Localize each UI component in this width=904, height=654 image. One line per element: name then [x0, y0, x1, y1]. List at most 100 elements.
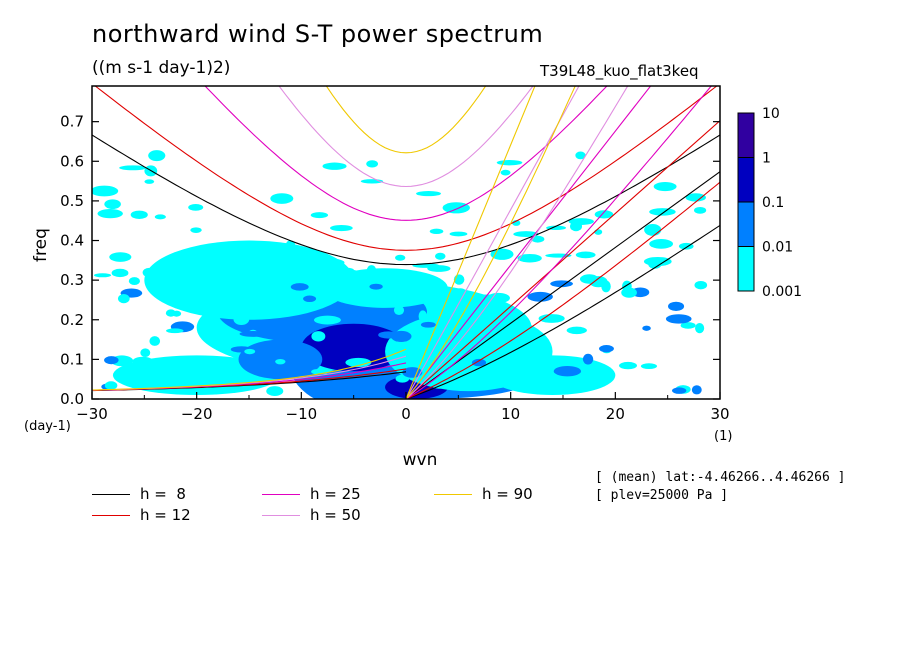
power-speckle	[160, 275, 177, 280]
legend-label: h = 50	[310, 506, 361, 524]
power-speckle	[545, 253, 572, 258]
curve-eastward-branch-h90	[405, 86, 576, 399]
power-speckle	[575, 151, 586, 160]
power-speckle	[132, 356, 154, 366]
power-speckle	[303, 295, 317, 303]
x-tick-label: −10	[286, 405, 318, 423]
colorbar-label: 0.001	[762, 284, 802, 300]
power-speckle	[318, 258, 345, 267]
power-speckle	[416, 191, 441, 197]
legend-label: h = 25	[310, 485, 361, 503]
curve-kelvin-h50	[405, 86, 580, 399]
power-speckle	[285, 240, 296, 250]
curve-kelvin-h8	[405, 171, 720, 399]
power-region-9	[489, 355, 616, 396]
power-speckle	[393, 305, 405, 316]
legend-swatch	[92, 494, 130, 495]
power-speckle	[694, 280, 708, 290]
curve-kelvin-h12	[405, 120, 720, 399]
power-speckle	[513, 231, 539, 238]
power-speckle	[653, 181, 677, 192]
curve-inertia-gravity-h50	[278, 86, 534, 188]
legend-swatch	[434, 494, 472, 495]
power-speckle	[640, 363, 658, 370]
y-axis-label: freq	[31, 228, 51, 262]
legend-item-h90: h = 90	[434, 485, 533, 503]
curve-eastward-branch-h12	[405, 181, 720, 399]
power-speckle	[575, 251, 596, 259]
power-speckle	[312, 275, 341, 285]
curve-kelvin-h90	[405, 86, 536, 399]
curve-inertia-gravity-h25	[204, 86, 608, 221]
power-speckle	[395, 374, 410, 383]
power-speckle	[566, 326, 587, 335]
power-speckle	[266, 386, 284, 396]
power-speckle	[695, 323, 705, 334]
power-speckle	[154, 214, 166, 220]
power-speckle	[644, 224, 662, 236]
power-speckle	[140, 348, 151, 358]
power-speckle	[500, 169, 511, 176]
power-speckle	[395, 254, 406, 261]
power-speckle	[345, 357, 372, 368]
power-speckle	[649, 239, 674, 249]
power-speckle	[311, 369, 322, 375]
power-speckle	[685, 193, 706, 202]
power-speckle	[104, 381, 118, 390]
power-speckle	[211, 314, 220, 324]
legend-label: h = 8	[140, 485, 186, 503]
power-speckle	[117, 293, 130, 304]
power-speckle	[104, 356, 119, 365]
power-speckle	[97, 209, 123, 219]
legend-swatch	[262, 494, 300, 495]
legend-item-h50: h = 50	[262, 506, 361, 524]
power-speckle	[442, 202, 470, 214]
power-speckle	[668, 301, 685, 311]
power-speckle	[672, 387, 687, 394]
power-speckle	[233, 313, 250, 326]
power-speckle	[190, 227, 202, 233]
power-speckle	[369, 283, 383, 290]
y-tick-label: 0.5	[60, 192, 84, 210]
power-speckle	[453, 288, 468, 299]
power-speckle	[119, 165, 147, 171]
curve-kelvin-h25	[405, 86, 652, 399]
x-axis-label: wvn	[403, 450, 438, 470]
power-speckle	[290, 283, 309, 291]
power-speckle	[364, 297, 376, 305]
power-speckle	[582, 353, 594, 365]
power-speckle	[429, 228, 444, 235]
y-tick-label: 0.4	[60, 232, 84, 250]
x-unit-label: (1)	[714, 429, 732, 444]
power-speckle	[104, 199, 121, 209]
power-speckle	[144, 179, 155, 184]
power-speckle	[311, 331, 326, 342]
power-speckle	[680, 322, 696, 329]
power-speckle	[619, 361, 637, 370]
power-speckle	[441, 366, 454, 375]
power-speckle	[568, 218, 594, 225]
power-speckle	[527, 291, 553, 302]
legend-item-h12: h = 12	[92, 506, 191, 524]
legend-swatch	[92, 515, 130, 516]
power-speckle	[649, 208, 676, 216]
power-speckle	[427, 265, 451, 272]
x-tick-label: −20	[181, 405, 213, 423]
power-speckle	[142, 267, 156, 278]
power-speckle	[474, 294, 500, 300]
power-speckle	[599, 345, 614, 353]
x-tick-label: 20	[606, 405, 625, 423]
lat-note: [ (mean) lat:-4.46266..4.46266 ]	[595, 470, 846, 485]
power-speckle	[621, 287, 637, 298]
y-tick-label: 0.7	[60, 113, 84, 131]
x-tick-label: 30	[710, 405, 729, 423]
power-speckle	[435, 252, 446, 260]
power-speckle	[192, 388, 213, 394]
legend-item-h8: h = 8	[92, 485, 186, 503]
power-speckle	[420, 321, 436, 328]
colorbar-label: 0.01	[762, 240, 793, 256]
power-speckle	[471, 358, 487, 367]
curve-eastward-branch-h8	[405, 224, 720, 399]
power-speckle	[694, 206, 707, 214]
